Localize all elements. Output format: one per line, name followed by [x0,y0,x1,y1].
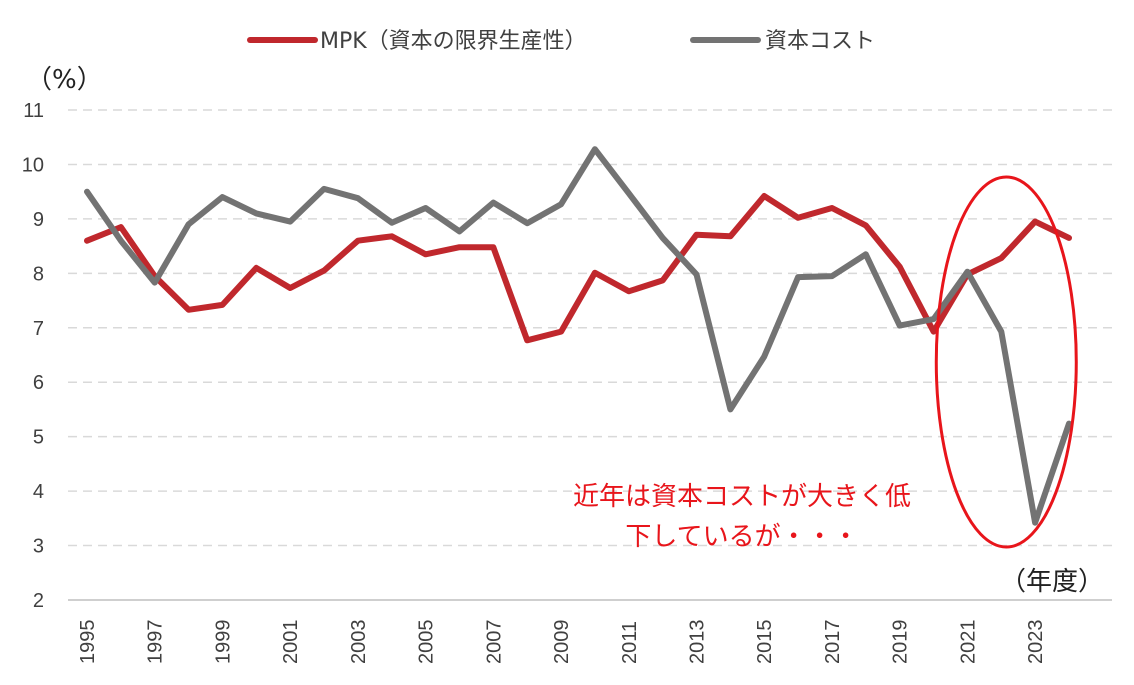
y-tick-label: 5 [33,427,44,449]
x-axis-unit-label: （年度） [1000,567,1104,597]
gridlines [68,109,1112,601]
legend: MPK（資本の限界生産性） 資本コスト [247,29,875,54]
y-axis-ticks: 2 3 4 5 6 7 8 9 10 11 [22,100,44,612]
x-tick-label: 2001 [280,620,302,665]
x-tick-label: 2005 [416,620,438,665]
x-tick-label: 2007 [483,620,505,665]
x-tick-label: 2019 [890,620,912,665]
series-line-mpk [84,193,1072,344]
y-tick-label: 3 [33,536,44,558]
x-tick-label: 2011 [619,621,641,664]
y-tick-label: 2 [33,590,44,612]
legend-label-mpk: MPK（資本の限界生産性） [320,29,587,54]
y-axis-unit-label: （%） [26,65,103,95]
x-tick-label: 1997 [145,620,167,665]
x-tick-label: 1995 [77,620,99,665]
x-tick-label: 2015 [754,620,776,665]
series-lines [84,146,1072,526]
series-line-capital-cost [84,146,1072,526]
y-tick-label: 11 [23,100,44,122]
y-tick-label: 7 [33,318,44,340]
y-tick-label: 4 [33,481,44,503]
x-tick-label: 1999 [212,620,234,665]
x-tick-label: 2003 [348,620,370,665]
y-tick-label: 10 [22,154,44,176]
x-tick-label: 2013 [687,620,709,665]
y-tick-label: 8 [33,263,44,285]
y-tick-label: 6 [33,372,44,394]
y-tick-label: 9 [33,209,44,231]
x-tick-label: 2009 [551,620,573,665]
legend-label-capital-cost: 資本コスト [765,29,875,54]
annotation-line-1: 近年は資本コストが大きく低 [573,482,911,512]
x-axis-ticks: 1995 1997 1999 2001 2003 2005 2007 2009 2011 2013… [77,620,1047,665]
x-tick-label: 2023 [1025,620,1047,665]
x-tick-label: 2017 [822,620,844,665]
x-tick-label: 2021 [957,620,979,665]
recent-years-highlight-ellipse [934,175,1078,549]
annotation-line-2: 下しているが・・・ [625,522,858,552]
